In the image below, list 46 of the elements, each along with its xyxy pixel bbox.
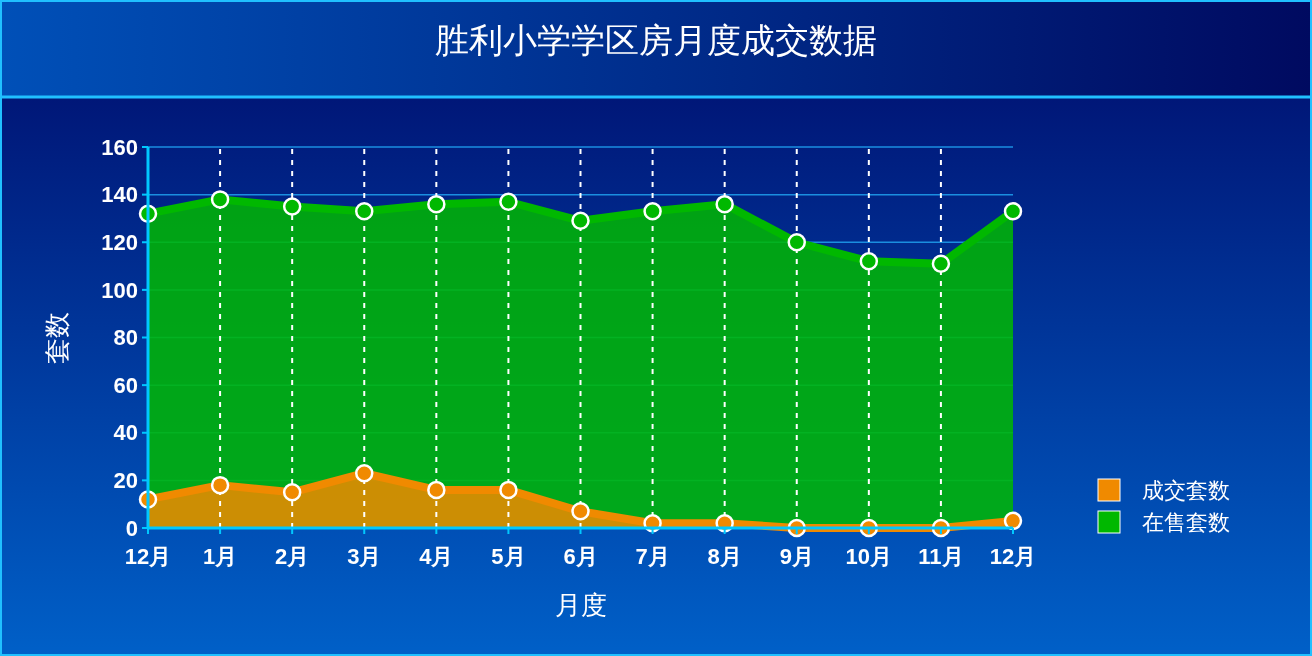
point <box>282 197 302 216</box>
x-tick-label: 3月 <box>347 544 382 569</box>
x-tick-label: 5月 <box>491 544 526 569</box>
point <box>931 254 951 273</box>
point <box>1003 511 1023 531</box>
x-tick-label: 1月 <box>202 544 238 569</box>
y-tick-label: 160 <box>101 134 138 160</box>
y-tick-label: 140 <box>101 182 138 208</box>
point <box>427 480 446 500</box>
x-tick-label: 8月 <box>707 544 742 569</box>
point <box>787 233 806 252</box>
y-tick-label: 80 <box>113 325 138 351</box>
y-tick-label: 0 <box>125 515 138 541</box>
x-tick-label: 6月 <box>563 544 598 569</box>
x-axis-title: 月度 <box>554 590 607 620</box>
x-tick-label: 9月 <box>779 544 814 569</box>
point <box>499 480 518 500</box>
point <box>282 483 302 502</box>
y-tick-label: 120 <box>101 229 138 255</box>
x-tick-label: 10月 <box>845 544 893 569</box>
chart-title: 胜利小学学区房月度成交数据 <box>435 21 877 59</box>
y-tick-label: 100 <box>101 277 138 303</box>
y-tick-label: 40 <box>113 420 138 446</box>
point <box>715 194 734 214</box>
point <box>210 475 230 495</box>
point <box>355 463 374 483</box>
point <box>643 202 662 221</box>
point <box>499 192 518 212</box>
y-tick-label: 20 <box>113 468 138 494</box>
legend-label: 在售套数 <box>1142 509 1230 535</box>
x-tick-label: 12月 <box>989 544 1037 569</box>
legend-label: 成交套数 <box>1142 477 1230 503</box>
y-tick-label: 60 <box>113 372 138 398</box>
y-axis-title: 套数 <box>42 311 72 364</box>
point <box>571 211 590 231</box>
point <box>571 502 590 521</box>
point <box>355 202 374 221</box>
point <box>427 194 446 214</box>
point <box>210 190 230 209</box>
point <box>1003 202 1023 221</box>
x-tick-label: 11月 <box>918 544 964 569</box>
point <box>859 252 879 271</box>
x-tick-label: 2月 <box>275 544 310 569</box>
x-tick-label: 12月 <box>124 544 172 569</box>
x-tick-label: 4月 <box>419 544 454 569</box>
x-tick-label: 7月 <box>635 544 670 569</box>
